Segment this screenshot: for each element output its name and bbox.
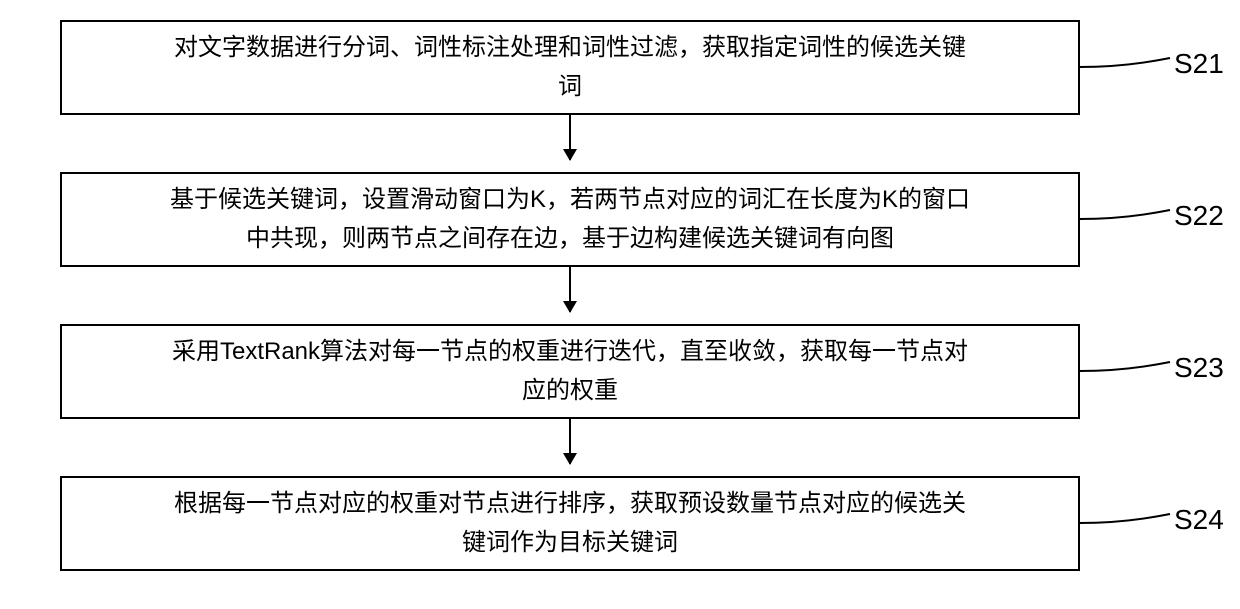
flow-node-s21-text: 对文字数据进行分词、词性标注处理和词性过滤，获取指定词性的候选关键 词 [174,29,966,106]
connector-s23 [1080,362,1170,371]
connector-s22 [1080,210,1170,219]
flow-node-s24-text: 根据每一节点对应的权重对节点进行排序，获取预设数量节点对应的候选关 键词作为目标… [174,485,966,562]
flow-node-s23-text: 采用TextRank算法对每一节点的权重进行迭代，直至收敛，获取每一节点对 应的… [172,333,968,410]
connector-s24 [1080,514,1170,523]
step-label-s22: S22 [1174,200,1224,232]
arrow-s23-s24 [569,419,571,464]
flow-node-s22: 基于候选关键词，设置滑动窗口为K，若两节点对应的词汇在长度为K的窗口 中共现，则… [60,172,1080,267]
flowchart-canvas: 对文字数据进行分词、词性标注处理和词性过滤，获取指定词性的候选关键 词 S21 … [0,0,1240,609]
step-label-s23: S23 [1174,352,1224,384]
arrow-s21-s22 [569,115,571,160]
flow-node-s21: 对文字数据进行分词、词性标注处理和词性过滤，获取指定词性的候选关键 词 [60,20,1080,115]
flow-node-s24: 根据每一节点对应的权重对节点进行排序，获取预设数量节点对应的候选关 键词作为目标… [60,476,1080,571]
arrow-s22-s23 [569,267,571,312]
flow-node-s23: 采用TextRank算法对每一节点的权重进行迭代，直至收敛，获取每一节点对 应的… [60,324,1080,419]
connector-s21 [1080,58,1170,67]
step-label-s24: S24 [1174,504,1224,536]
step-label-s21: S21 [1174,48,1224,80]
flow-node-s22-text: 基于候选关键词，设置滑动窗口为K，若两节点对应的词汇在长度为K的窗口 中共现，则… [170,181,970,258]
